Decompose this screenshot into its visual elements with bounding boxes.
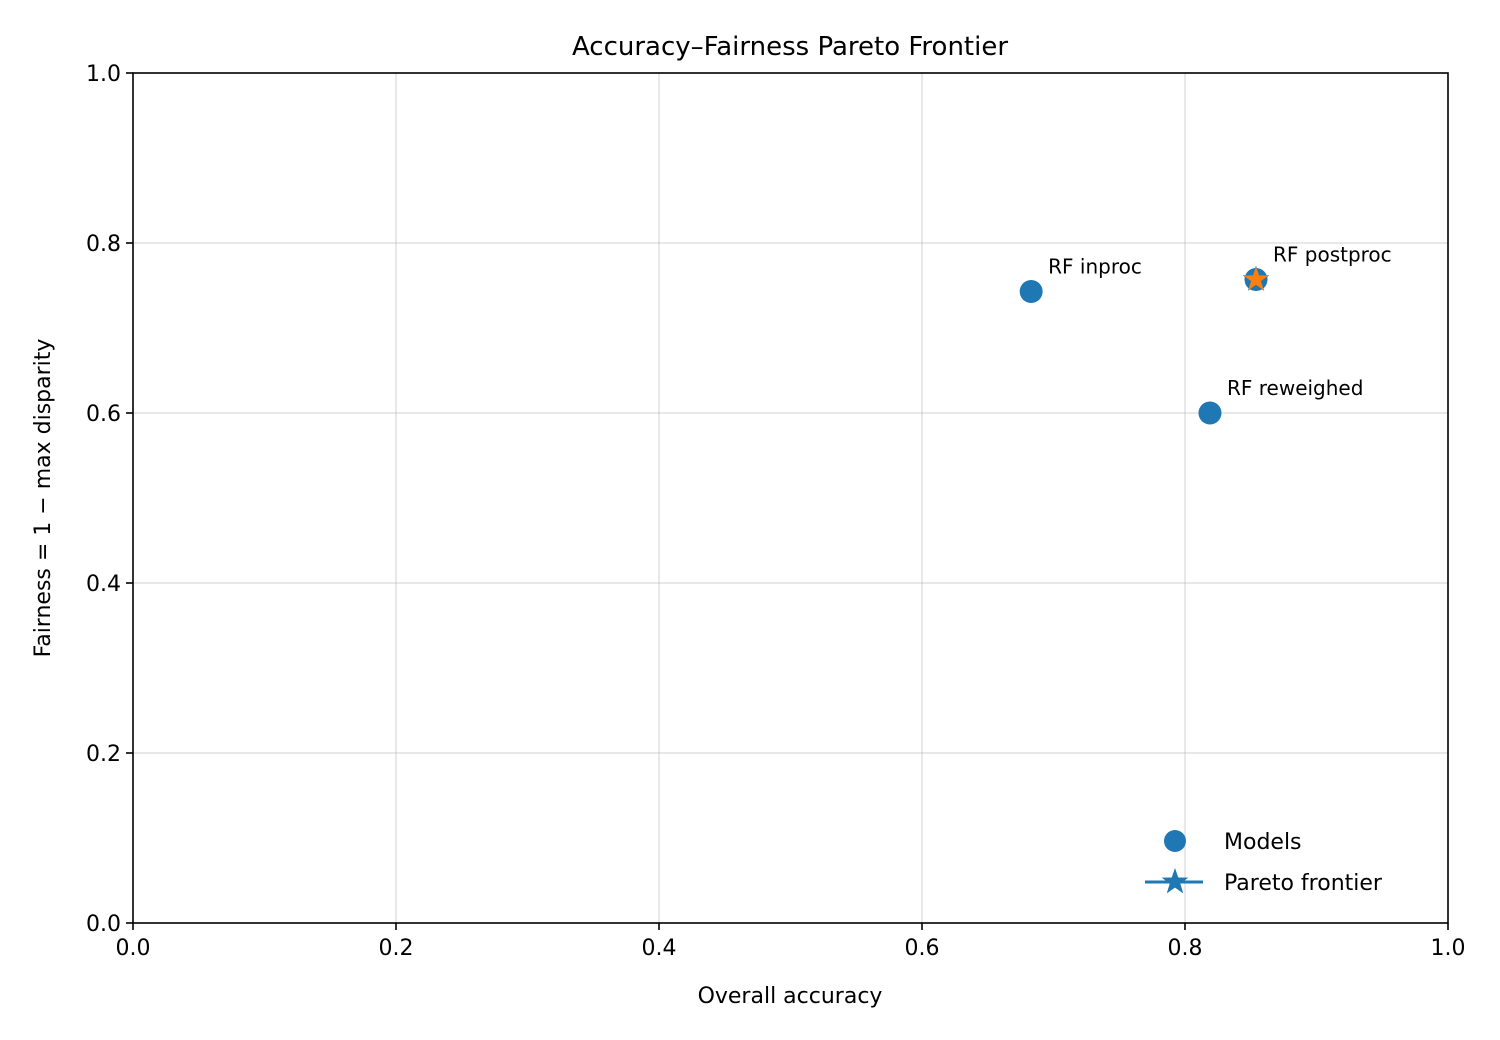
x-tick-label: 1.0 xyxy=(1431,936,1466,961)
axes: 0.0 0.2 0.4 0.6 0.8 1.0 0.0 0.2 0.4 0.6 0.8 1.0 xyxy=(86,62,1466,961)
y-tick-label: 0.6 xyxy=(86,402,121,427)
point-label: RF inproc xyxy=(1048,254,1142,278)
data-marks: RF inproc RF reweighed RF postproc xyxy=(1019,243,1392,425)
legend: Models Pareto frontier xyxy=(1145,830,1383,896)
highlight-star xyxy=(1243,266,1269,291)
y-tick-label: 0.2 xyxy=(86,742,121,767)
y-tick-label: 0.0 xyxy=(86,912,121,937)
x-tick-label: 0.4 xyxy=(642,936,677,961)
x-tick-label: 0.0 xyxy=(116,936,151,961)
legend-models-marker xyxy=(1164,830,1186,852)
legend-models-label: Models xyxy=(1224,830,1302,855)
plot-frame xyxy=(132,72,1449,924)
y-tick-label: 1.0 xyxy=(86,62,121,87)
x-axis-title: Overall accuracy xyxy=(698,984,883,1009)
x-tick-label: 0.8 xyxy=(1168,936,1203,961)
y-tick-label: 0.4 xyxy=(86,572,121,597)
point-label: RF reweighed xyxy=(1227,376,1363,400)
legend-frontier-marker xyxy=(1161,868,1189,894)
model-point xyxy=(1019,279,1043,303)
y-tick-label: 0.8 xyxy=(86,232,121,257)
legend-frontier-label: Pareto frontier xyxy=(1224,871,1383,896)
model-point xyxy=(1198,401,1222,425)
point-label: RF postproc xyxy=(1273,243,1392,267)
x-tick-label: 0.2 xyxy=(379,936,414,961)
grid xyxy=(133,73,1448,923)
y-axis-title: Fairness = 1 − max disparity xyxy=(31,339,56,658)
x-tick-label: 0.6 xyxy=(905,936,940,961)
chart-title: Accuracy–Fairness Pareto Frontier xyxy=(572,32,1008,62)
